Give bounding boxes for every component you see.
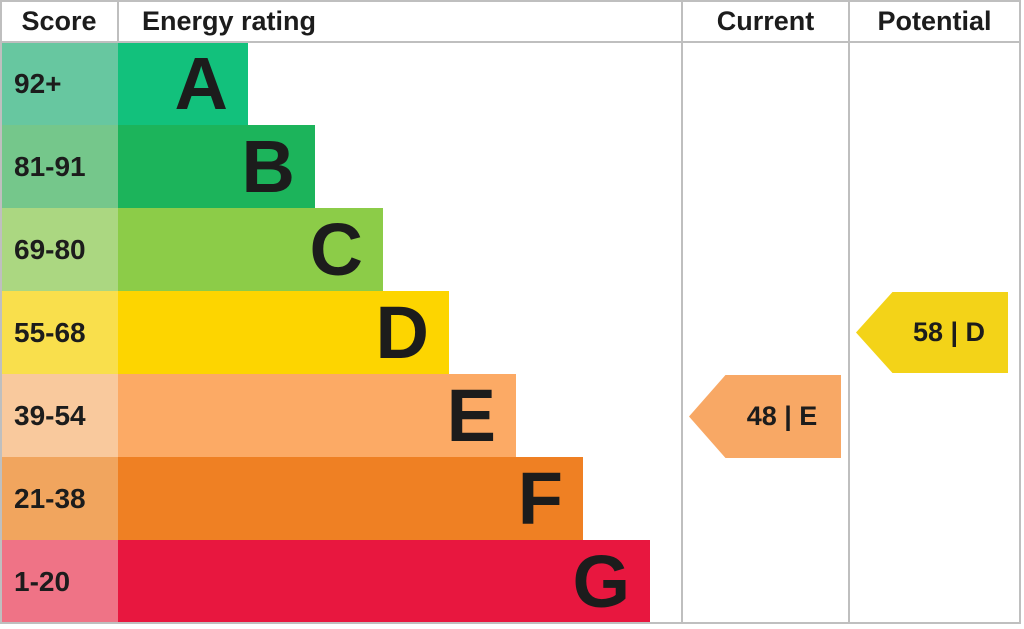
score-range-label: 81-91 bbox=[14, 150, 86, 182]
potential-rating-label: 58 | D bbox=[912, 317, 986, 347]
band-bar-f: F bbox=[118, 457, 583, 540]
header-potential-label: Potential bbox=[877, 5, 992, 36]
header-energy-rating: Energy rating bbox=[118, 0, 682, 42]
header-score: Score bbox=[0, 0, 118, 42]
band-letter: F bbox=[517, 456, 563, 540]
score-range-label: 21-38 bbox=[14, 482, 86, 514]
band-bar-d: D bbox=[118, 291, 449, 374]
band-row-c: 69-80 C bbox=[0, 208, 682, 291]
band-row-f: 21-38 F bbox=[0, 457, 682, 540]
band-bar-e: E bbox=[118, 374, 516, 457]
border-right bbox=[1019, 0, 1021, 624]
band-letter: C bbox=[309, 207, 363, 291]
score-cell-e: 39-54 bbox=[0, 374, 118, 457]
header-energy-rating-label: Energy rating bbox=[142, 5, 317, 36]
border-bottom bbox=[0, 622, 1021, 624]
band-row-a: 92+ A bbox=[0, 42, 682, 125]
score-column-divider bbox=[117, 0, 119, 42]
score-range-label: 1-20 bbox=[14, 565, 71, 597]
band-row-b: 81-91 B bbox=[0, 125, 682, 208]
score-range-label: 39-54 bbox=[14, 399, 86, 431]
potential-column-divider bbox=[848, 0, 850, 624]
band-letter: G bbox=[572, 539, 630, 623]
score-range-label: 69-80 bbox=[14, 233, 86, 265]
current-rating-arrow: 48 | E bbox=[689, 375, 841, 458]
score-cell-a: 92+ bbox=[0, 42, 118, 125]
header-current: Current bbox=[682, 0, 849, 42]
border-left bbox=[0, 0, 2, 624]
score-range-label: 92+ bbox=[14, 67, 62, 99]
band-letter: A bbox=[174, 41, 228, 125]
score-cell-b: 81-91 bbox=[0, 125, 118, 208]
band-bar-b: B bbox=[118, 125, 315, 208]
score-cell-d: 55-68 bbox=[0, 291, 118, 374]
band-row-e: 39-54 E bbox=[0, 374, 682, 457]
band-bar-c: C bbox=[118, 208, 383, 291]
header-score-label: Score bbox=[21, 5, 97, 36]
band-bar-a: A bbox=[118, 42, 248, 125]
band-letter: B bbox=[241, 124, 295, 208]
band-bar-g: G bbox=[118, 540, 650, 623]
border-top bbox=[0, 0, 1021, 2]
band-letter: E bbox=[446, 373, 496, 457]
current-column-divider bbox=[681, 0, 683, 624]
current-rating-label: 48 | E bbox=[746, 401, 818, 431]
header-potential: Potential bbox=[849, 0, 1020, 42]
band-letter: D bbox=[375, 290, 429, 374]
potential-rating-arrow: 58 | D bbox=[856, 292, 1008, 373]
score-range-label: 55-68 bbox=[14, 316, 86, 348]
header-current-label: Current bbox=[716, 5, 815, 36]
band-row-g: 1-20 G bbox=[0, 540, 682, 623]
score-cell-f: 21-38 bbox=[0, 457, 118, 540]
header-divider bbox=[0, 41, 1021, 43]
score-cell-c: 69-80 bbox=[0, 208, 118, 291]
band-row-d: 55-68 D bbox=[0, 291, 682, 374]
score-cell-g: 1-20 bbox=[0, 540, 118, 623]
